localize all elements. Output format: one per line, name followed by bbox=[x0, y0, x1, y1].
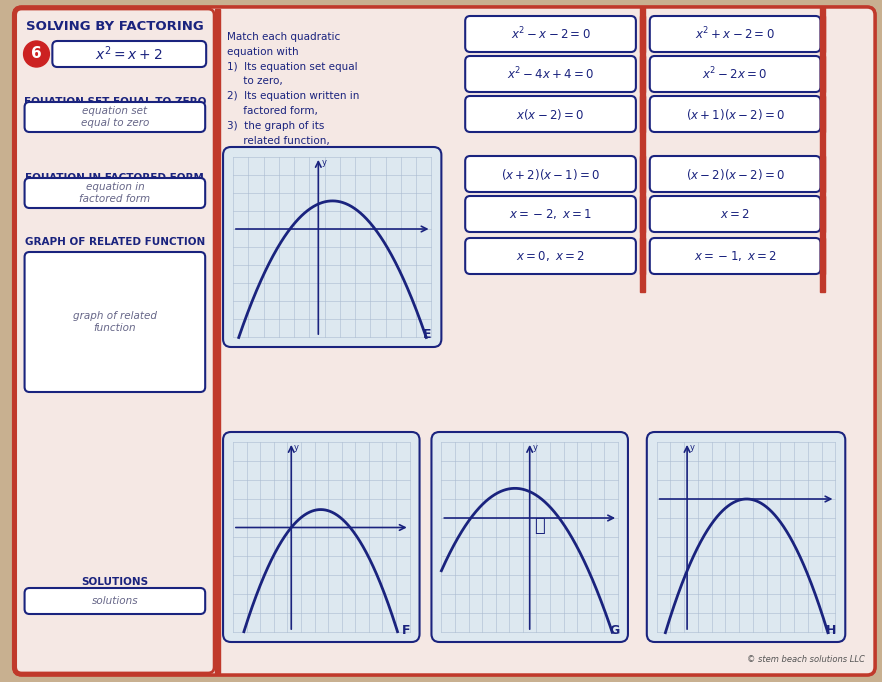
FancyBboxPatch shape bbox=[52, 41, 206, 67]
FancyBboxPatch shape bbox=[650, 96, 820, 132]
FancyBboxPatch shape bbox=[465, 16, 636, 52]
Text: y: y bbox=[321, 158, 326, 167]
Text: EQUATION SET EQUAL TO ZERO: EQUATION SET EQUAL TO ZERO bbox=[24, 97, 206, 107]
FancyBboxPatch shape bbox=[431, 432, 628, 642]
Text: equation in
factored form: equation in factored form bbox=[79, 182, 151, 204]
Text: © stem beach solutions LLC: © stem beach solutions LLC bbox=[747, 655, 865, 664]
FancyBboxPatch shape bbox=[223, 432, 420, 642]
Bar bbox=[639, 96, 645, 132]
FancyBboxPatch shape bbox=[465, 238, 636, 274]
Text: SOLUTIONS: SOLUTIONS bbox=[81, 577, 148, 587]
Bar bbox=[639, 156, 645, 192]
FancyBboxPatch shape bbox=[25, 252, 206, 392]
Bar bbox=[820, 238, 826, 274]
FancyBboxPatch shape bbox=[650, 56, 820, 92]
FancyBboxPatch shape bbox=[650, 238, 820, 274]
Text: SOLVING BY FACTORING: SOLVING BY FACTORING bbox=[26, 20, 204, 33]
Text: $x=-1,\ x=2$: $x=-1,\ x=2$ bbox=[693, 249, 777, 263]
FancyBboxPatch shape bbox=[465, 156, 636, 192]
Text: E: E bbox=[423, 329, 431, 342]
Text: $(x-2)(x-2)=0$: $(x-2)(x-2)=0$ bbox=[685, 166, 785, 181]
FancyBboxPatch shape bbox=[25, 102, 206, 132]
Bar bbox=[639, 7, 645, 292]
Bar bbox=[820, 196, 826, 232]
Circle shape bbox=[24, 41, 49, 67]
Text: y: y bbox=[690, 443, 695, 452]
FancyBboxPatch shape bbox=[25, 588, 206, 614]
Text: $x^2-x-2=0$: $x^2-x-2=0$ bbox=[511, 26, 590, 42]
Text: y: y bbox=[295, 443, 299, 452]
Text: G: G bbox=[609, 623, 619, 636]
Text: $x(x-2)=0$: $x(x-2)=0$ bbox=[516, 106, 585, 121]
Text: ⌖: ⌖ bbox=[534, 517, 545, 535]
Bar bbox=[820, 56, 826, 92]
FancyBboxPatch shape bbox=[25, 178, 206, 208]
FancyBboxPatch shape bbox=[650, 16, 820, 52]
Text: EQUATION IN FACTORED FORM: EQUATION IN FACTORED FORM bbox=[26, 173, 205, 183]
FancyBboxPatch shape bbox=[647, 432, 845, 642]
Text: $(x+2)(x-1)=0$: $(x+2)(x-1)=0$ bbox=[501, 166, 600, 181]
Text: $x^2-2x=0$: $x^2-2x=0$ bbox=[702, 65, 768, 83]
Text: GRAPH OF RELATED FUNCTION: GRAPH OF RELATED FUNCTION bbox=[25, 237, 205, 247]
Text: $x=-2,\ x=1$: $x=-2,\ x=1$ bbox=[509, 207, 592, 221]
Bar bbox=[820, 156, 826, 192]
FancyBboxPatch shape bbox=[650, 156, 820, 192]
Text: y: y bbox=[533, 443, 538, 452]
Text: equation set
equal to zero: equation set equal to zero bbox=[80, 106, 149, 128]
FancyBboxPatch shape bbox=[465, 56, 636, 92]
Text: H: H bbox=[826, 623, 836, 636]
Bar bbox=[215, 9, 220, 673]
FancyBboxPatch shape bbox=[16, 9, 214, 673]
Text: $x=2$: $x=2$ bbox=[720, 207, 751, 220]
FancyBboxPatch shape bbox=[13, 7, 875, 675]
Bar bbox=[820, 7, 826, 292]
FancyBboxPatch shape bbox=[650, 196, 820, 232]
FancyBboxPatch shape bbox=[13, 7, 875, 675]
Text: solutions: solutions bbox=[92, 596, 138, 606]
Text: Match each quadratic
equation with
1)  Its equation set equal
     to zero,
2)  : Match each quadratic equation with 1) It… bbox=[227, 32, 359, 160]
Text: 6: 6 bbox=[31, 46, 41, 61]
Text: F: F bbox=[401, 623, 410, 636]
Text: $x^2 = x + 2$: $x^2 = x + 2$ bbox=[95, 45, 162, 63]
Text: $(x+1)(x-2)=0$: $(x+1)(x-2)=0$ bbox=[685, 106, 785, 121]
FancyBboxPatch shape bbox=[21, 15, 867, 667]
Bar bbox=[639, 196, 645, 232]
FancyBboxPatch shape bbox=[18, 11, 871, 671]
Text: graph of related
function: graph of related function bbox=[73, 311, 157, 333]
Bar bbox=[820, 16, 826, 52]
FancyBboxPatch shape bbox=[223, 147, 441, 347]
FancyBboxPatch shape bbox=[465, 96, 636, 132]
Text: $x^2-4x+4=0$: $x^2-4x+4=0$ bbox=[507, 65, 594, 83]
Text: $x^2+x-2=0$: $x^2+x-2=0$ bbox=[695, 26, 775, 42]
FancyBboxPatch shape bbox=[465, 196, 636, 232]
Text: $x=0,\ x=2$: $x=0,\ x=2$ bbox=[516, 249, 585, 263]
Bar bbox=[820, 96, 826, 132]
Bar bbox=[639, 16, 645, 52]
Bar bbox=[639, 238, 645, 274]
Bar bbox=[639, 56, 645, 92]
